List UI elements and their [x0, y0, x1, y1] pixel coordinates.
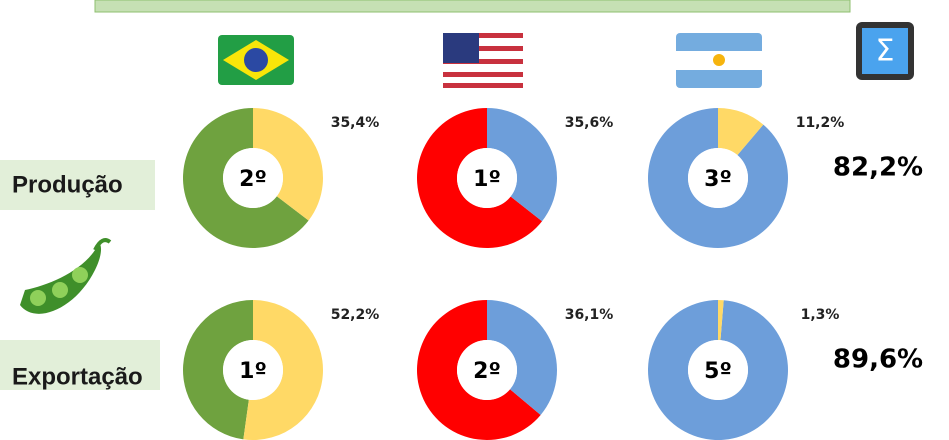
donut-hole — [457, 340, 517, 400]
soy-pod-icon — [20, 238, 112, 314]
donut-slice — [253, 108, 324, 221]
svg-text:Σ: Σ — [876, 34, 895, 69]
value-label: 35,4% — [331, 115, 380, 131]
donut-slice — [243, 300, 323, 440]
rank-label: 2º — [239, 167, 267, 192]
row-total: 89,6% — [833, 345, 923, 375]
row-label: Exportação — [12, 363, 143, 390]
rank-label: 1º — [473, 167, 501, 192]
donut-rest — [648, 108, 789, 248]
rank-label: 3º — [704, 167, 732, 192]
title-banner — [94, 0, 851, 13]
flag-usa — [443, 33, 523, 88]
donut-hole — [223, 148, 283, 208]
row-label-box — [0, 160, 155, 210]
rank-label: 1º — [239, 359, 267, 384]
donut-rest — [647, 300, 788, 440]
donut-hole — [223, 340, 283, 400]
row-label-box — [0, 340, 160, 390]
row-label: Produção — [12, 171, 123, 198]
flag-brazil — [218, 35, 294, 85]
value-label: 35,6% — [565, 115, 614, 131]
value-label: 1,3% — [801, 307, 840, 323]
value-label: 11,2% — [796, 115, 845, 131]
value-label: 36,1% — [565, 307, 614, 323]
donut-rest — [417, 300, 541, 440]
row-total: 82,2% — [833, 153, 923, 183]
donut-hole — [688, 148, 748, 208]
flag-argentina — [676, 33, 762, 88]
donut-rest — [183, 108, 309, 249]
donut-rest — [182, 300, 253, 440]
donut-slice — [487, 108, 557, 222]
donut-slice — [487, 300, 558, 415]
rank-label: 5º — [704, 359, 732, 384]
rank-label: 2º — [473, 359, 501, 384]
donut-slice — [718, 108, 764, 156]
value-label: 52,2% — [331, 307, 380, 323]
sigma-icon: Σ — [856, 22, 914, 80]
donut-hole — [688, 340, 748, 400]
donut-slice — [718, 300, 724, 341]
donut-rest — [417, 108, 543, 249]
donut-hole — [457, 148, 517, 208]
